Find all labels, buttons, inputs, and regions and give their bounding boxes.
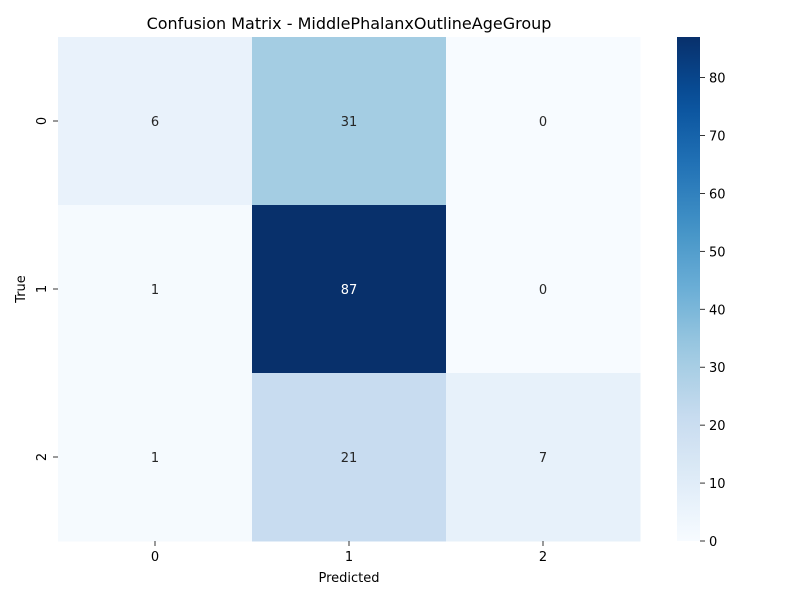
y-axis-label: True bbox=[14, 275, 29, 304]
heatmap-cell bbox=[58, 37, 253, 206]
cell-value: 1 bbox=[151, 283, 159, 298]
x-axis-label: Predicted bbox=[318, 571, 379, 586]
heatmap-cell bbox=[58, 373, 253, 542]
x-tick-label: 2 bbox=[539, 550, 547, 565]
colorbar-tick-label: 10 bbox=[709, 477, 726, 492]
heatmap-cell bbox=[446, 37, 641, 206]
cell-value: 6 bbox=[151, 115, 159, 130]
x-tick-label: 0 bbox=[151, 550, 159, 565]
y-tick-label: 0 bbox=[35, 117, 50, 125]
cell-value: 0 bbox=[539, 115, 547, 130]
cell-value: 87 bbox=[341, 283, 358, 298]
x-axis-ticks: 0 1 2 bbox=[151, 541, 547, 565]
cell-value: 31 bbox=[341, 115, 358, 130]
heatmap-cells bbox=[58, 37, 641, 542]
colorbar bbox=[677, 37, 700, 541]
y-axis-ticks: 0 1 2 bbox=[35, 117, 58, 461]
heatmap-cell bbox=[58, 205, 253, 374]
heatmap-cell bbox=[252, 205, 447, 374]
cell-value: 21 bbox=[341, 451, 358, 466]
colorbar-tick-label: 80 bbox=[709, 72, 726, 87]
colorbar-tick-label: 60 bbox=[709, 187, 726, 202]
colorbar-tick-label: 0 bbox=[709, 535, 717, 550]
colorbar-tick-label: 70 bbox=[709, 129, 726, 144]
y-tick-label: 2 bbox=[35, 453, 50, 461]
chart-title: Confusion Matrix - MiddlePhalanxOutlineA… bbox=[147, 14, 552, 33]
colorbar-ticks: 0 10 20 30 40 50 60 70 80 bbox=[700, 72, 726, 550]
y-tick-label: 1 bbox=[35, 285, 50, 293]
cell-value: 7 bbox=[539, 451, 547, 466]
x-tick-label: 1 bbox=[345, 550, 353, 565]
heatmap-cell bbox=[446, 373, 641, 542]
colorbar-tick-label: 40 bbox=[709, 303, 726, 318]
cell-annotations: 6 31 0 1 87 0 1 21 7 bbox=[151, 115, 547, 466]
heatmap-cell bbox=[446, 205, 641, 374]
cell-value: 1 bbox=[151, 451, 159, 466]
cell-value: 0 bbox=[539, 283, 547, 298]
colorbar-tick-label: 20 bbox=[709, 419, 726, 434]
colorbar-tick-label: 50 bbox=[709, 245, 726, 260]
colorbar-tick-label: 30 bbox=[709, 361, 726, 376]
heatmap-cell bbox=[252, 373, 447, 542]
heatmap-cell bbox=[252, 37, 447, 206]
